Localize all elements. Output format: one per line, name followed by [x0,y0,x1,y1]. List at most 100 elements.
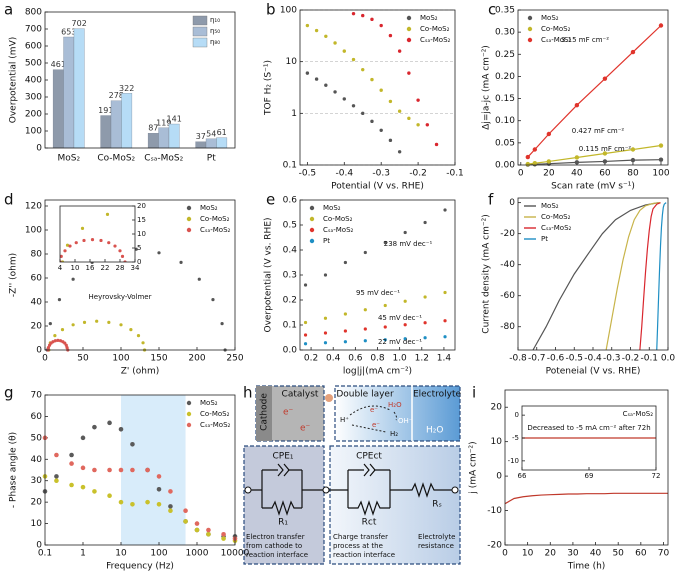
data-label: 461 [51,60,66,69]
panel-label: c [488,1,496,19]
y-tick-label: 20 [31,322,43,332]
bar [158,127,170,149]
point [80,435,86,441]
x-tick-label: 16 [86,264,95,272]
x-tick-label: 10000 [221,549,250,559]
point [168,489,173,494]
point [388,138,393,143]
point [82,320,87,324]
x-tick-label: 1.0 [392,354,407,364]
y-tick-label: 40 [31,298,43,308]
point [157,251,161,255]
y-tick-label: 20 [491,403,503,413]
x-tick-label: 0 [502,549,508,559]
x-tick-label: 0.1 [38,549,52,559]
interface-circuit-box [329,445,461,565]
legend-swatch [186,205,192,211]
y-tick-label: 20 [137,202,146,210]
x-tick-label: 10 [522,549,534,559]
point [273,34,276,37]
x-tick-label: 100 [150,549,167,559]
point [107,320,111,324]
h2: H₂ [390,430,398,438]
x-tick-label: 0.8 [370,354,385,364]
y-tick-label: 0 [36,541,42,551]
point [658,157,664,162]
data-label: 61 [217,128,227,137]
electrolyte-label: Electrolyte [413,390,462,400]
data-label: 278 [109,91,124,100]
plot-frame [299,9,456,166]
x-axis-label: Poteneial (V vs. RHE) [546,367,641,377]
point [183,519,188,524]
y-tick-label: 200 [25,110,42,120]
point [630,49,636,55]
y-tick-label: 0.30 [495,28,515,38]
point [525,154,531,160]
x-tick-label: 0.4 [326,354,341,364]
x-tick-label: 200 [188,354,205,364]
x-axis-label: log|j|(mA cm⁻²) [343,367,412,377]
x-tick-label: 0 [42,354,48,364]
y-tick-label: 0 [36,346,42,356]
data-label: 191 [98,106,113,115]
point [118,426,124,432]
series-line [532,202,659,351]
cathode-box [256,386,272,441]
point [90,238,95,242]
legend-label: Pt [541,235,548,243]
legend-label: Co-MoS₂ [420,25,450,33]
point [403,323,407,327]
panel-label: f [488,191,494,209]
x-tick-label: 100 [652,169,669,179]
point [194,521,200,526]
legend-label: MoS₂ [541,202,559,210]
x-tick-label: -0.8 [509,354,527,364]
point [113,244,117,248]
data-label: 702 [72,19,87,28]
point [69,482,74,488]
point [407,116,411,121]
y-tick-label: 0.35 [495,6,515,16]
point [342,97,346,101]
legend-swatch [186,400,192,406]
point [156,474,162,479]
legend-label: Co-MoS₂ [541,25,571,33]
diagram-h: h Cathode Catalyst e⁻ e⁻ Double layer El… [243,384,462,565]
cpe1-label: CPE₁ [272,452,293,462]
bar [52,69,64,149]
x-tick-label: 60 [599,169,611,179]
desc1: reaction interface [246,551,308,559]
legend-label: Co-MoS₂ [541,213,571,221]
point [363,308,367,312]
point [80,484,86,490]
point [532,161,538,166]
x-tick-label: 34 [131,264,140,272]
y-tick-label: 300 [25,93,42,103]
x-tick-label: 50 [612,549,624,559]
legend-swatch [309,205,315,211]
legend-label: MoS₂ [420,14,438,22]
y-tick-label: 15 [137,216,146,224]
y-tick-label: 0.2 [283,296,297,306]
point [74,241,78,245]
y-tick-label: 800 [25,8,42,18]
x-tick-label: Co-MoS₂ [97,154,135,164]
point [194,527,200,533]
y-tick-label: 10 [491,437,503,447]
inset-plot [522,437,656,439]
point [397,49,402,53]
inset-note: Decreased to -5 mA cm⁻² after 72h [527,424,650,432]
node [451,486,459,494]
point [168,504,173,509]
y-axis-label: TOF H₂ (S⁻¹) [264,60,274,116]
point [423,220,427,225]
bar [73,28,85,149]
point [407,71,411,75]
desc3: Electrolyte [418,533,455,541]
y-tick-label: -10 [487,506,502,516]
rs-label: Rₛ [432,500,442,510]
plot-frame [44,199,236,351]
point [136,334,141,338]
bar [147,133,159,149]
